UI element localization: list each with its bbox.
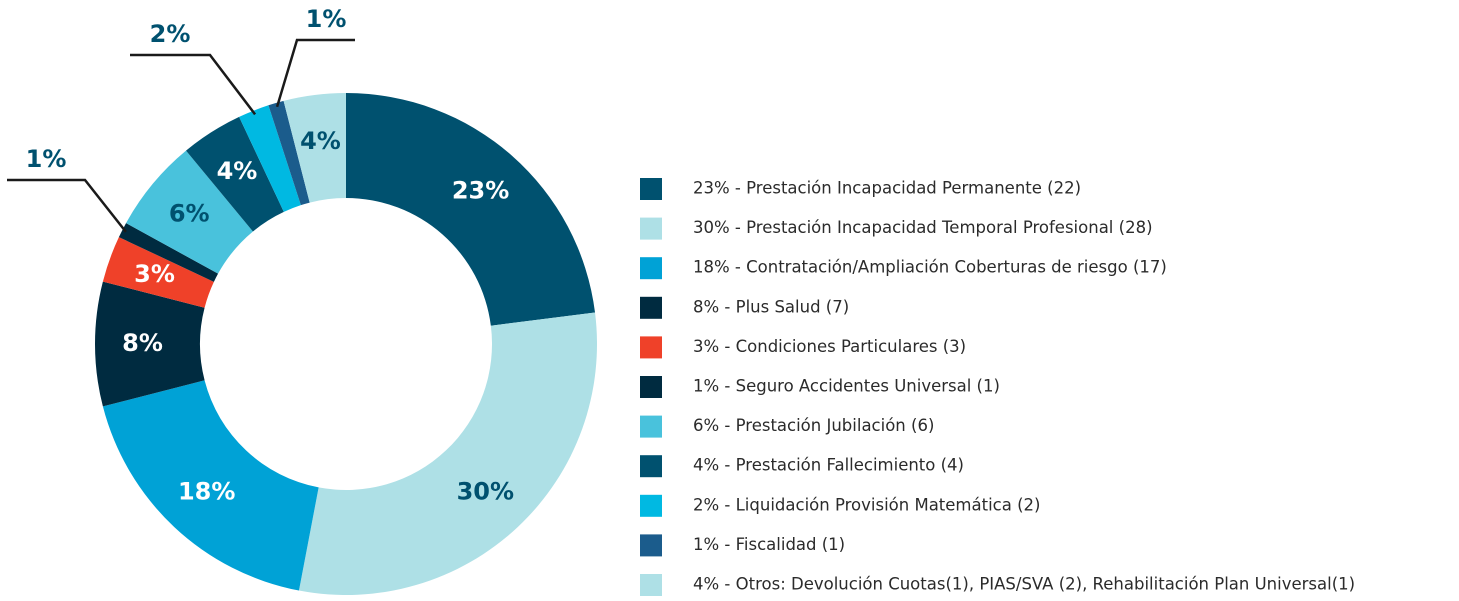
legend-swatch — [640, 257, 662, 280]
legend-swatch — [640, 534, 662, 557]
slice — [239, 105, 301, 212]
slice — [346, 93, 596, 326]
slice-label: 4% — [300, 127, 341, 155]
legend-label: 8% - Plus Salud (7) — [693, 297, 849, 316]
legend-label: 3% - Condiciones Particulares (3) — [693, 337, 966, 356]
slice — [298, 312, 598, 595]
legend-label: 6% - Prestación Jubilación (6) — [693, 416, 934, 435]
leader-line — [130, 53, 257, 116]
legend-swatch — [640, 455, 662, 478]
slice — [186, 116, 284, 232]
leader-line — [7, 178, 127, 233]
legend-label: 1% - Seguro Accidentes Universal (1) — [693, 377, 1000, 396]
slice — [283, 93, 346, 203]
legend-swatch — [640, 494, 662, 517]
slice-label: 30% — [457, 477, 514, 505]
legend-swatch — [640, 296, 662, 319]
legend-label: 18% - Contratación/Ampliación Coberturas… — [693, 258, 1167, 277]
slice-label: 8% — [122, 329, 163, 357]
legend-label: 30% - Prestación Incapacidad Temporal Pr… — [693, 218, 1153, 237]
slice — [102, 380, 319, 591]
leader-line — [275, 38, 355, 108]
legend-swatch — [640, 415, 662, 438]
legend-swatch — [640, 178, 662, 200]
slice-label: 6% — [169, 199, 210, 227]
legend-swatch — [640, 376, 662, 398]
legend-swatch — [640, 217, 662, 240]
legend-swatch — [640, 336, 662, 359]
legend-label: 4% - Prestación Fallecimiento (4) — [693, 456, 964, 475]
slice — [94, 281, 205, 407]
legend-swatch — [640, 574, 662, 596]
slice-label: 1% — [26, 145, 67, 173]
slice-label: 18% — [178, 477, 235, 505]
slice-label: 23% — [452, 176, 509, 204]
slice-label: 1% — [306, 5, 347, 33]
slice-label: 2% — [150, 20, 191, 48]
slice — [268, 100, 310, 206]
slice-label: 4% — [217, 157, 258, 185]
slice — [126, 150, 253, 274]
legend-label: 2% - Liquidación Provisión Matemática (2… — [693, 495, 1040, 514]
legend-label: 4% - Otros: Devolución Cuotas(1), PIAS/S… — [693, 575, 1355, 594]
slice — [118, 223, 219, 282]
slice-label: 3% — [134, 260, 175, 288]
legend-label: 1% - Fiscalidad (1) — [693, 535, 845, 554]
slice — [102, 237, 214, 308]
legend-label: 23% - Prestación Incapacidad Permanente … — [693, 179, 1081, 198]
